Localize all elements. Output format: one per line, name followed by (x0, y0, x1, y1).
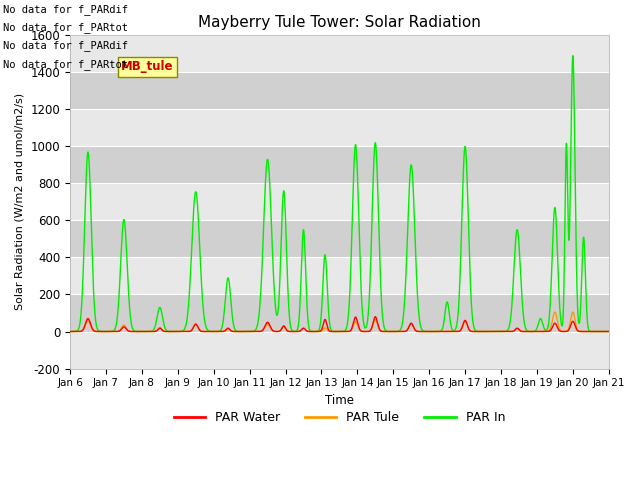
Bar (70, 220, 609, 257)
Bar (70, 257, 609, 295)
Legend: PAR Water, PAR Tule, PAR In: PAR Water, PAR Tule, PAR In (169, 406, 510, 429)
Bar (70, 72, 609, 109)
Bar (70, 109, 609, 146)
Text: MB_tule: MB_tule (121, 60, 173, 73)
Bar (70, 332, 609, 369)
Text: No data for f_PARdif: No data for f_PARdif (3, 4, 128, 15)
Bar (70, 183, 609, 220)
Y-axis label: Solar Radiation (W/m2 and umol/m2/s): Solar Radiation (W/m2 and umol/m2/s) (15, 94, 25, 311)
Text: No data for f_PARdif: No data for f_PARdif (3, 40, 128, 51)
Bar (70, 36, 609, 72)
X-axis label: Time: Time (325, 394, 354, 407)
Text: No data for f_PARtot: No data for f_PARtot (3, 59, 128, 70)
Bar (70, 295, 609, 332)
Bar (70, 146, 609, 183)
Text: No data for f_PARtot: No data for f_PARtot (3, 22, 128, 33)
Title: Mayberry Tule Tower: Solar Radiation: Mayberry Tule Tower: Solar Radiation (198, 15, 481, 30)
